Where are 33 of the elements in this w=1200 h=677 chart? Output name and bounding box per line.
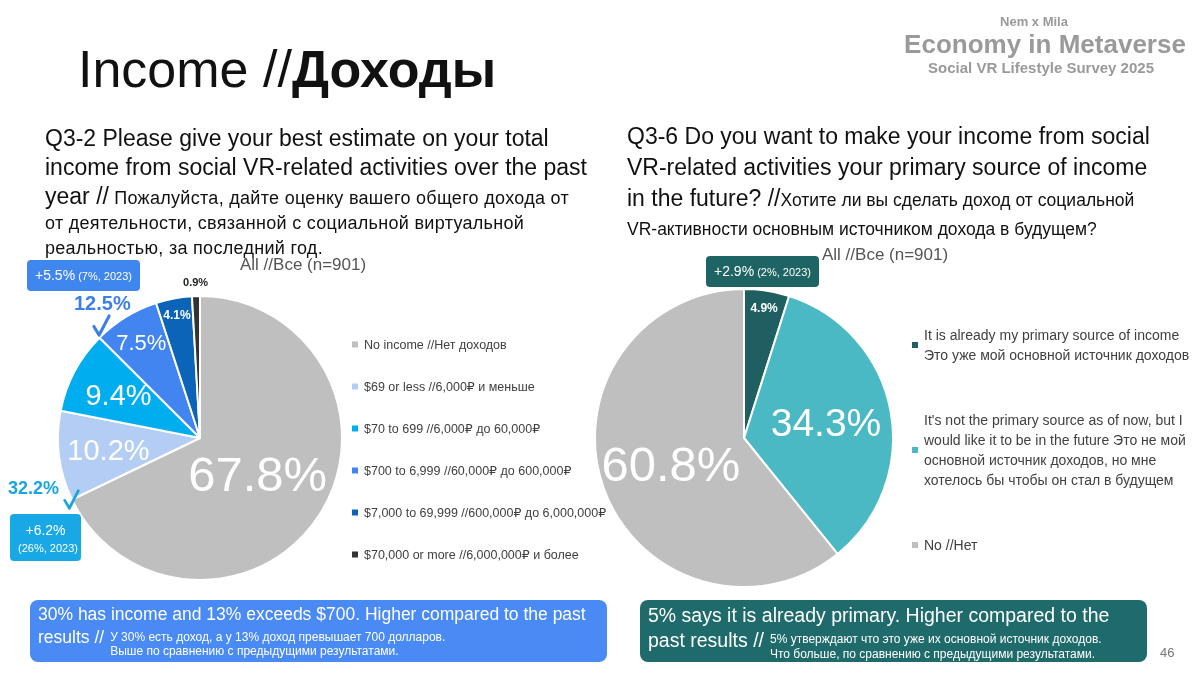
text: Social VR Lifestyle Survey 2025: [928, 59, 1154, 77]
data-label: 67.8%: [188, 447, 328, 502]
text: +5.5% (7%, 2023): [35, 267, 132, 283]
legend-label: It's not the primary source as of now, but I would like it to be in the future Это не мой основной источник доходов, но мне хотелось бы чтобы он стал в будущем: [923, 412, 1186, 488]
data-label: 4.9%: [750, 301, 779, 316]
chart-title: Q3-6 Do you want to make your income from social VR-related activities your primary source of income in the future? //Хотите ли вы сделать доход от социальной VR-активности основным источником дохода в будущем?: [627, 123, 1150, 239]
text: 12.5%: [74, 292, 131, 314]
data-label: 9.4%: [85, 378, 152, 411]
legend-label: $700 to 6,999 //60,000₽ до 600,000₽: [364, 463, 572, 478]
legend-label: $70 to 699 //6,000₽ до 60,000₽: [364, 421, 541, 436]
text: Economy in Metaverse: [904, 29, 1186, 59]
legend-label: No //Нет: [924, 537, 978, 553]
text: 32.2%: [8, 478, 60, 499]
text: All //Все (n=901): [822, 245, 949, 266]
legend-label: $69 or less //6,000₽ и меньше: [364, 379, 535, 394]
legend-label: It is already my primary source of income Это уже мой основной источник доходов: [924, 327, 1190, 363]
legend-label: $7,000 to 69,999 //600,000₽ до 6,000,000₽: [364, 505, 607, 520]
legend-label: $70,000 or more //6,000,000₽ и более: [364, 547, 579, 562]
text: +6.2% (26%, 2023): [18, 522, 78, 556]
text: +2.9% (2%, 2023): [714, 263, 811, 279]
legend-label: No income //Нет доходов: [364, 337, 508, 352]
data-label: 60.8%: [601, 436, 741, 491]
data-label: 4.1%: [163, 308, 191, 323]
text: Income //Доходы: [78, 40, 497, 98]
text: 5% says it is already primary. Higher compared to the past results // 5% утверждают что это уже их основной источник доходов. Что больше, по сравнению с предыдущими результатами.: [648, 604, 1111, 662]
data-label: 10.2%: [67, 433, 150, 466]
data-label: 0.9%: [183, 275, 209, 288]
text: 30% has income and 13% exceeds $700. Higher compared to the past results // У 30% есть доход, а у 13% доход превышает 700 долларов. Выше по сравнению с предыдущими результатами.: [38, 604, 586, 659]
chart-title: Q3-2 Please give your best estimate on your total income from social VR-related activities over the past year // Пожалуйста, дайте оценку вашего общего дохода от от деятельности, связанной с социальной виртуальной реальностью, за последний год.: [45, 125, 587, 258]
text: 46: [1160, 645, 1175, 661]
text: Nem x Mila: [1000, 14, 1068, 30]
data-label: 7.5%: [116, 329, 167, 355]
data-label: 34.3%: [770, 401, 882, 445]
